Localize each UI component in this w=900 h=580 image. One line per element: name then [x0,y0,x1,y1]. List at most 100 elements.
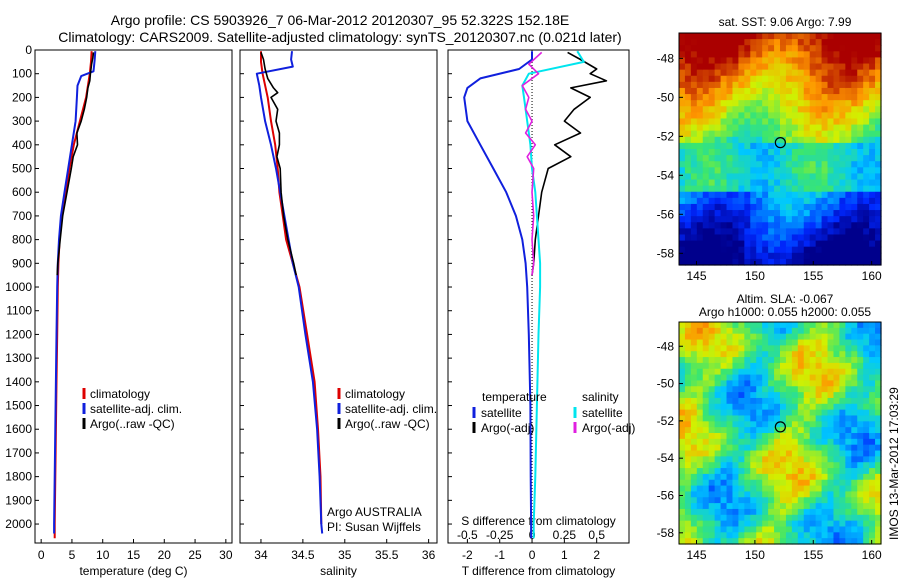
heatmap-cell [875,339,882,346]
heatmap-cell [869,228,876,236]
heatmap-cell [720,51,728,59]
heatmap-cell [768,81,775,89]
heatmap-cell [690,368,698,376]
heatmap-cell [857,427,864,434]
heatmap-cell [762,357,769,364]
heatmap-cell [863,185,870,193]
heatmap-cell [679,462,686,469]
s-difference-axis-label: S difference from climatology [461,514,616,528]
heatmap-cell [791,520,799,528]
heatmap-cell [809,63,817,71]
heatmap-cell [809,222,817,229]
heatmap-cell [845,173,852,181]
heatmap-cell [702,491,710,498]
heatmap-cell [803,203,811,211]
heatmap-cell [774,185,781,193]
heatmap-cell [756,155,763,162]
heatmap-cell [774,333,781,341]
heatmap-cell [774,322,781,329]
heatmap-cell [851,508,858,516]
heatmap-cell [690,345,698,352]
heatmap-cell [851,526,858,533]
heatmap-cell [791,161,799,168]
heatmap-cell [774,362,781,370]
heatmap-cell [708,155,716,162]
heatmap-cell [815,45,823,52]
heatmap-cell [696,136,704,144]
heatmap-cell [821,81,829,89]
heatmap-cell [797,456,805,463]
heatmap-cell [780,179,787,187]
heatmap-cell [732,63,740,71]
heatmap-cell [857,173,864,181]
heatmap-cell [768,173,775,181]
heatmap-cell [809,368,817,376]
heatmap-cell [869,167,876,175]
heatmap-cell [827,252,835,260]
heatmap-cell [821,392,829,399]
heatmap-cell [869,403,876,411]
heatmap-cell [797,491,805,498]
heatmap-cell [696,468,704,475]
heatmap-cell [756,142,763,150]
heatmap-cell [708,246,716,254]
heatmap-cell [785,167,793,175]
heatmap-cell [797,173,805,181]
heatmap-cell [875,252,882,260]
heatmap-cell [791,136,799,144]
heatmap-cell [791,39,799,46]
heatmap-cell [845,409,852,417]
heatmap-cell [785,468,793,475]
heatmap-cell [785,351,793,358]
heatmap-cell [696,491,704,498]
heatmap-cell [696,473,704,481]
heatmap-cell [768,185,775,193]
heatmap-cell [827,468,835,475]
heatmap-cell [869,69,876,77]
heatmap-cell [720,222,728,229]
heatmap-cell [744,491,751,498]
heatmap-cell [768,112,775,120]
heatmap-cell [690,374,698,382]
heatmap-cell [780,81,787,89]
heatmap-cell [702,161,710,168]
heatmap-cell [833,485,841,493]
map-lat-tick-label: -54 [657,451,675,465]
heatmap-cell [732,179,740,187]
sla-map-title-1: Altim. SLA: -0.067 [736,292,834,306]
heatmap-cell [744,69,751,77]
heatmap-cell [803,357,811,364]
heatmap-cell [738,374,745,382]
salinity-legend-label: Argo(..raw -QC) [345,417,430,431]
heatmap-cell [815,427,823,434]
heatmap-cell [756,427,763,434]
heatmap-cell [738,462,745,469]
heatmap-cell [857,438,864,446]
heatmap-cell [780,362,787,370]
heatmap-cell [827,258,835,266]
heatmap-cell [690,258,698,266]
heatmap-cell [827,415,835,422]
heatmap-cell [732,222,740,229]
heatmap-cell [679,106,686,113]
heatmap-cell [708,106,716,113]
heatmap-cell [863,87,870,95]
heatmap-cell [756,514,763,522]
heatmap-cell [827,327,835,335]
heatmap-cell [768,51,775,59]
heatmap-cell [845,112,852,120]
heatmap-cell [684,433,692,440]
depth-tick-label: 1100 [6,304,32,318]
heatmap-cell [708,173,716,181]
heatmap-cell [797,485,805,493]
heatmap-cell [857,514,864,522]
heatmap-cell [875,136,882,144]
heatmap-cell [869,33,876,40]
heatmap-cell [726,234,734,242]
heatmap-cell [785,100,793,107]
heatmap-cell [809,322,817,329]
heatmap-cell [774,473,781,481]
heatmap-cell [833,81,841,89]
heatmap-cell [756,421,763,428]
heatmap-cell [768,191,775,199]
